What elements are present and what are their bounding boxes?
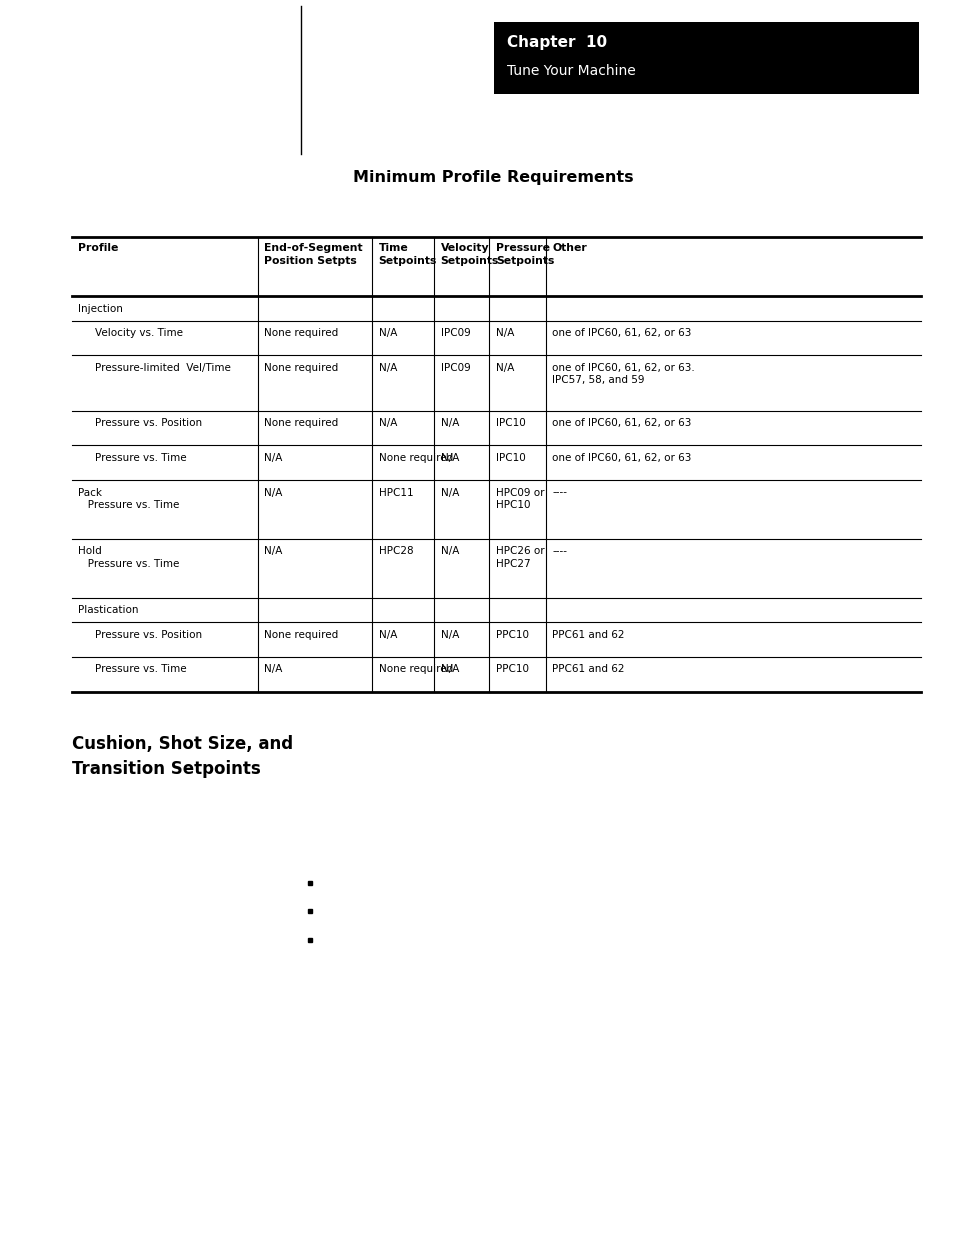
Text: N/A: N/A xyxy=(378,363,396,373)
Text: ----: ---- xyxy=(552,488,567,498)
Text: HPC09 or
HPC10: HPC09 or HPC10 xyxy=(496,488,544,510)
Text: Pressure vs. Time: Pressure vs. Time xyxy=(95,453,187,463)
Text: HPC11: HPC11 xyxy=(378,488,413,498)
Text: Time
Setpoints: Time Setpoints xyxy=(378,243,436,266)
Text: IPC09: IPC09 xyxy=(440,329,470,338)
Text: one of IPC60, 61, 62, or 63.
IPC57, 58, and 59: one of IPC60, 61, 62, or 63. IPC57, 58, … xyxy=(552,363,695,385)
Text: Cushion, Shot Size, and
Transition Setpoints: Cushion, Shot Size, and Transition Setpo… xyxy=(71,735,293,778)
Text: IPC09: IPC09 xyxy=(440,363,470,373)
Text: N/A: N/A xyxy=(264,488,282,498)
Text: N/A: N/A xyxy=(264,664,282,674)
Text: Minimum Profile Requirements: Minimum Profile Requirements xyxy=(353,170,633,185)
Text: N/A: N/A xyxy=(440,546,458,557)
Text: None required: None required xyxy=(264,630,338,640)
Text: ----: ---- xyxy=(552,546,567,557)
Text: N/A: N/A xyxy=(378,329,396,338)
Text: N/A: N/A xyxy=(440,419,458,429)
Text: Hold
   Pressure vs. Time: Hold Pressure vs. Time xyxy=(78,546,179,569)
Text: PPC61 and 62: PPC61 and 62 xyxy=(552,630,624,640)
Text: N/A: N/A xyxy=(496,363,514,373)
Text: PPC10: PPC10 xyxy=(496,630,529,640)
Text: End-of-Segment
Position Setpts: End-of-Segment Position Setpts xyxy=(264,243,362,266)
Text: Profile: Profile xyxy=(78,243,118,253)
Text: Velocity vs. Time: Velocity vs. Time xyxy=(95,329,183,338)
Text: HPC26 or
HPC27: HPC26 or HPC27 xyxy=(496,546,544,569)
Text: Pressure vs. Position: Pressure vs. Position xyxy=(95,630,202,640)
Text: None required: None required xyxy=(264,363,338,373)
Text: Pressure vs. Position: Pressure vs. Position xyxy=(95,419,202,429)
Text: one of IPC60, 61, 62, or 63: one of IPC60, 61, 62, or 63 xyxy=(552,419,691,429)
Text: Tune Your Machine: Tune Your Machine xyxy=(506,64,635,78)
Text: Chapter  10: Chapter 10 xyxy=(506,35,606,49)
Text: PPC61 and 62: PPC61 and 62 xyxy=(552,664,624,674)
Text: one of IPC60, 61, 62, or 63: one of IPC60, 61, 62, or 63 xyxy=(552,453,691,463)
Text: None required: None required xyxy=(378,664,453,674)
FancyBboxPatch shape xyxy=(494,22,918,94)
Text: HPC28: HPC28 xyxy=(378,546,413,557)
Text: PPC10: PPC10 xyxy=(496,664,529,674)
Text: N/A: N/A xyxy=(440,630,458,640)
Text: one of IPC60, 61, 62, or 63: one of IPC60, 61, 62, or 63 xyxy=(552,329,691,338)
Text: Pack
   Pressure vs. Time: Pack Pressure vs. Time xyxy=(78,488,179,510)
Text: IPC10: IPC10 xyxy=(496,419,525,429)
Text: Pressure vs. Time: Pressure vs. Time xyxy=(95,664,187,674)
Text: Injection: Injection xyxy=(78,304,123,314)
Text: None required: None required xyxy=(264,329,338,338)
Text: N/A: N/A xyxy=(496,329,514,338)
Text: Velocity
Setpoints: Velocity Setpoints xyxy=(440,243,498,266)
Text: None required: None required xyxy=(264,419,338,429)
Text: N/A: N/A xyxy=(378,630,396,640)
Text: N/A: N/A xyxy=(440,488,458,498)
Text: None required: None required xyxy=(378,453,453,463)
Text: N/A: N/A xyxy=(264,546,282,557)
Text: N/A: N/A xyxy=(440,664,458,674)
Text: Plastication: Plastication xyxy=(78,605,138,615)
Text: N/A: N/A xyxy=(378,419,396,429)
Text: Pressure-limited  Vel/Time: Pressure-limited Vel/Time xyxy=(95,363,231,373)
Text: IPC10: IPC10 xyxy=(496,453,525,463)
Text: N/A: N/A xyxy=(440,453,458,463)
Text: Other: Other xyxy=(552,243,586,253)
Text: N/A: N/A xyxy=(264,453,282,463)
Text: Pressure
Setpoints: Pressure Setpoints xyxy=(496,243,554,266)
